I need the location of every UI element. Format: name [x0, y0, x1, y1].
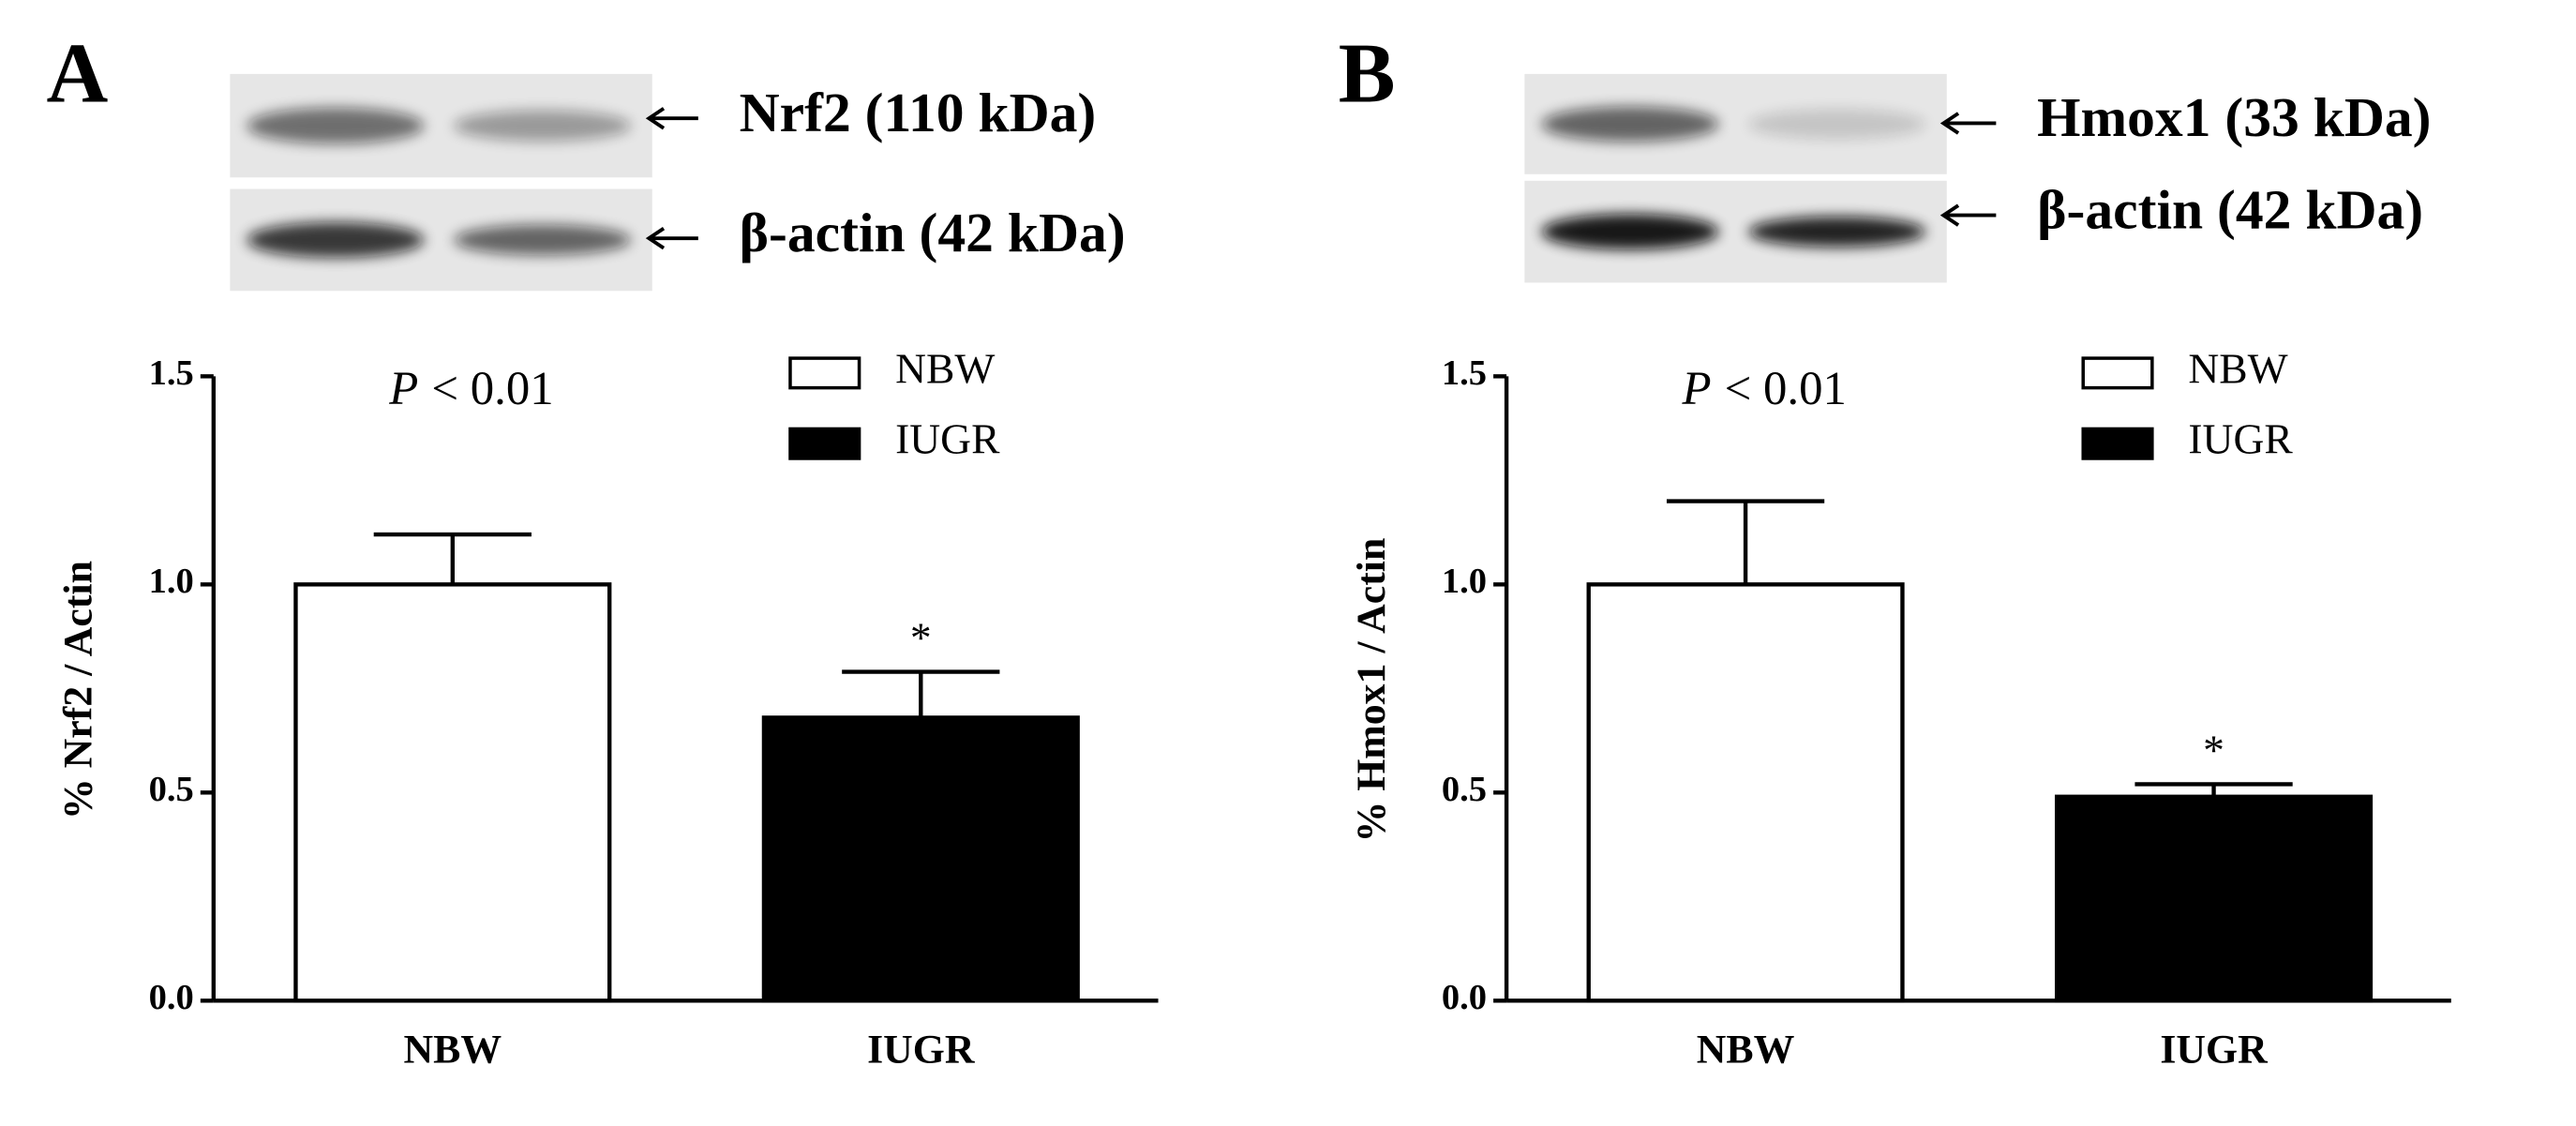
blot-image [230, 73, 652, 178]
y-tick-label: 1.5 [1442, 353, 1487, 393]
legend-swatch [2081, 356, 2154, 390]
annotation: P < 0.01 [1682, 362, 1847, 414]
annotation: P < 0.01 [388, 362, 553, 414]
blot-label: β-actin (42 kDa) [740, 202, 1126, 263]
blot-band [247, 107, 425, 144]
annotation-text: < 0.01 [431, 362, 553, 414]
legend-label: IUGR [2188, 415, 2293, 463]
y-tick-label: 1.0 [1442, 562, 1487, 601]
legend-swatch [788, 356, 861, 390]
blot-band [1541, 106, 1719, 143]
bar [1586, 582, 1905, 1003]
y-tick-label: 0.5 [149, 770, 194, 809]
arrow-head [645, 107, 666, 130]
blot-band [247, 221, 425, 258]
blot-image [1524, 73, 1947, 174]
blot-band [454, 224, 632, 256]
bar [293, 582, 612, 1003]
significance-mark: * [910, 613, 932, 661]
blot-image [230, 188, 652, 292]
blot-label: Hmox1 (33 kDa) [2037, 86, 2431, 148]
blot-band [1541, 214, 1719, 250]
blot-band [454, 110, 632, 142]
arrow-head [1939, 112, 1960, 135]
blot-label: β-actin (42 kDa) [2037, 178, 2423, 240]
y-axis-label: % Hmox1 / Actin [1349, 538, 1394, 843]
significance-mark: * [2203, 726, 2224, 773]
legend-swatch [788, 427, 861, 460]
y-tick-label: 0.0 [1442, 978, 1487, 1017]
blot-band [1748, 109, 1926, 140]
blot-image [1524, 180, 1947, 283]
legend-label: NBW [895, 344, 995, 392]
bar [761, 715, 1080, 1003]
x-tick-label: IUGR [867, 1027, 976, 1072]
x-tick-label: NBW [1697, 1027, 1795, 1072]
bar [2055, 794, 2374, 1003]
arrow-head [645, 227, 666, 250]
x-tick-label: IUGR [2160, 1027, 2269, 1072]
annotation-italic: P [1682, 362, 1712, 414]
legend-swatch [2081, 427, 2154, 460]
x-tick-label: NBW [404, 1027, 502, 1072]
annotation-italic: P [388, 362, 418, 414]
arrow-head [1939, 203, 1960, 227]
legend-label: IUGR [895, 415, 1000, 463]
y-tick-label: 1.0 [149, 562, 194, 601]
y-tick-label: 1.5 [149, 353, 194, 393]
blot-band [1748, 216, 1926, 248]
panel-letter: B [1339, 26, 1396, 121]
y-axis-label: % Nrf2 / Actin [56, 561, 101, 819]
y-tick-label: 0.0 [149, 978, 194, 1017]
y-tick-label: 0.5 [1442, 770, 1487, 809]
panel-letter: A [46, 26, 108, 121]
blot-label: Nrf2 (110 kDa) [740, 82, 1097, 143]
legend-label: NBW [2188, 344, 2287, 392]
annotation-text: < 0.01 [1725, 362, 1847, 414]
